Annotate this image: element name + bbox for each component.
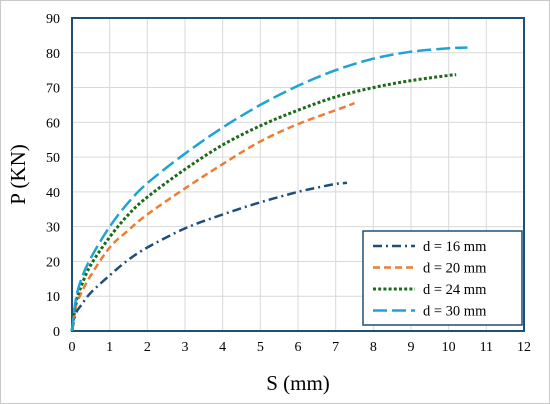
series-layer bbox=[70, 46, 468, 332]
series-line-d30 bbox=[70, 46, 468, 332]
x-tick-label: 10 bbox=[442, 340, 456, 355]
legend-box bbox=[362, 230, 523, 326]
y-tick-label: 0 bbox=[53, 325, 60, 340]
x-tick-label: 8 bbox=[370, 340, 377, 355]
x-tick-label: 12 bbox=[517, 340, 531, 355]
legend-label-d24: d = 24 mm bbox=[423, 282, 487, 298]
y-tick-label: 30 bbox=[46, 221, 60, 236]
x-tick-label: 7 bbox=[332, 340, 339, 355]
y-axis-title: P (KN) bbox=[6, 144, 30, 204]
x-tick-label: 0 bbox=[69, 340, 76, 355]
y-tick-label: 90 bbox=[46, 12, 60, 27]
x-tick-labels: 0 1 2 3 4 5 6 7 8 9 10 11 12 bbox=[69, 340, 532, 355]
x-tick-label: 6 bbox=[295, 340, 302, 355]
plot-area-frame bbox=[71, 17, 525, 332]
x-tick-label: 11 bbox=[480, 340, 493, 355]
series-line-d16 bbox=[70, 181, 348, 332]
x-tick-label: 1 bbox=[106, 340, 113, 355]
y-tick-labels: 0 10 20 30 40 50 60 70 80 90 bbox=[46, 12, 60, 340]
series-line-d20 bbox=[70, 102, 355, 332]
x-tick-label: 5 bbox=[257, 340, 264, 355]
x-tick-label: 9 bbox=[408, 340, 415, 355]
x-tick-label: 3 bbox=[182, 340, 189, 355]
legend: d = 16 mm d = 20 mm d = 24 mm d = 30 mm bbox=[362, 230, 523, 326]
x-axis-title: S (mm) bbox=[266, 371, 330, 395]
y-tick-label: 70 bbox=[46, 82, 60, 97]
y-tick-label: 10 bbox=[46, 290, 60, 305]
y-tick-label: 80 bbox=[46, 47, 60, 62]
y-tick-label: 40 bbox=[46, 186, 60, 201]
y-tick-label: 20 bbox=[46, 255, 60, 270]
y-tick-label: 60 bbox=[46, 116, 60, 131]
legend-label-d16: d = 16 mm bbox=[423, 239, 487, 255]
x-tick-label: 4 bbox=[219, 340, 226, 355]
y-tick-label: 50 bbox=[46, 151, 60, 166]
legend-label-d30: d = 30 mm bbox=[423, 304, 487, 320]
legend-label-d20: d = 20 mm bbox=[423, 261, 487, 277]
x-tick-label: 2 bbox=[144, 340, 151, 355]
